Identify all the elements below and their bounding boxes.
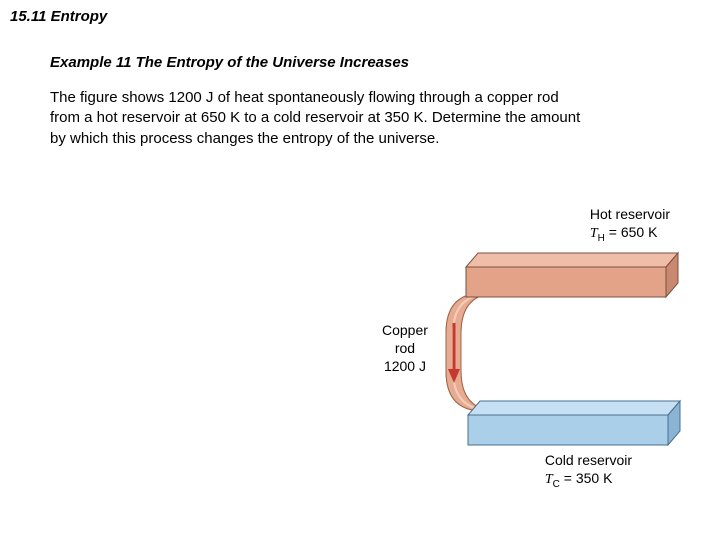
copper-line2: rod [395,340,415,356]
hot-temp-value: = 650 K [605,224,658,240]
section-header: 15.11 Entropy [10,8,107,25]
copper-line1: Copper [382,322,428,338]
cold-label-line1: Cold reservoir [545,452,632,468]
heat-amount: 1200 J [384,358,426,374]
cold-reservoir-label: Cold reservoir TC = 350 K [545,451,632,491]
example-body: The figure shows 1200 J of heat spontane… [50,88,590,149]
cold-temp-value: = 350 K [560,470,613,486]
hot-reservoir-label: Hot reservoir TH = 650 K [590,205,670,245]
slide-page: 15.11 Entropy Example 11 The Entropy of … [0,0,720,540]
example-title: Example 11 The Entropy of the Universe I… [50,54,409,71]
cold-temp-symbol: T [545,472,553,487]
hot-reservoir [466,253,678,297]
hot-temp-symbol: T [590,226,598,241]
cold-reservoir [468,401,680,445]
cold-temp-sub: C [553,479,560,490]
hot-label-line1: Hot reservoir [590,206,670,222]
hot-temp-sub: H [598,233,605,244]
entropy-figure: Hot reservoir TH = 650 K Copper rod 1200… [358,205,698,495]
copper-rod-label: Copper rod 1200 J [382,321,428,376]
